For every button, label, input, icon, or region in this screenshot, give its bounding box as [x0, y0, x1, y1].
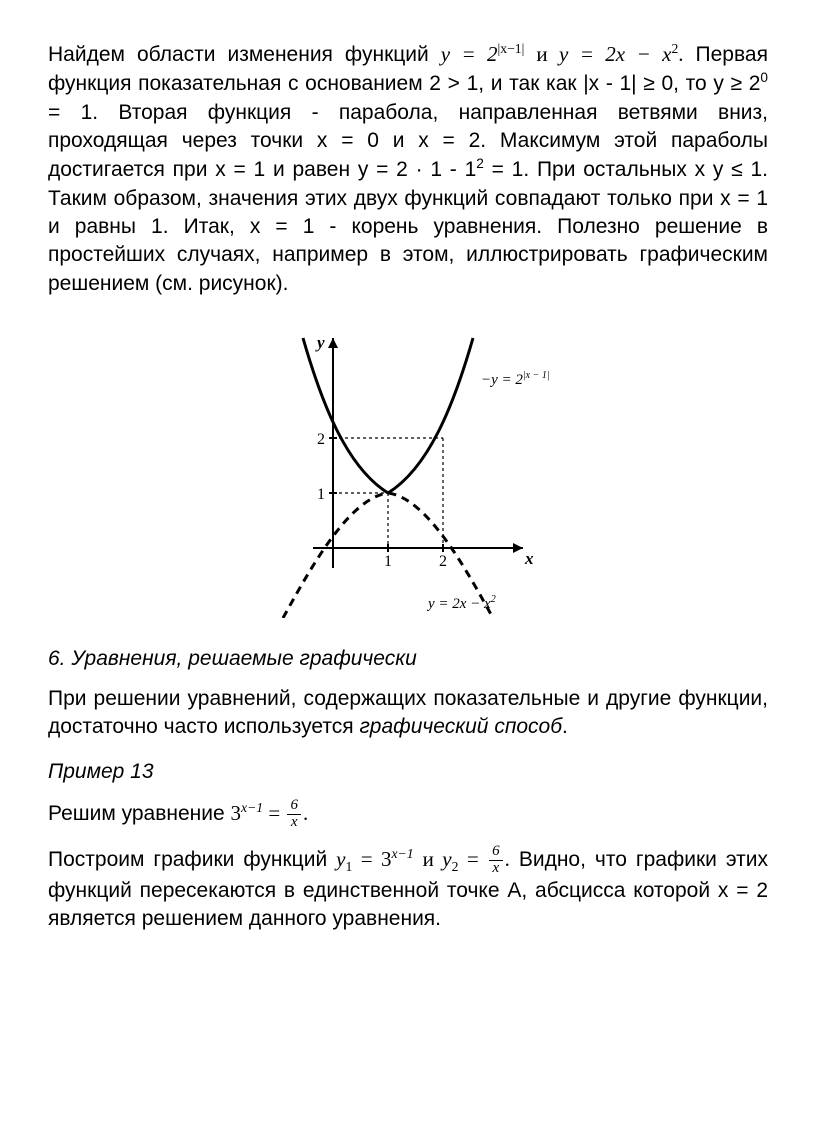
p4-frac-num: 6 — [489, 844, 503, 861]
paragraph-4: Построим графики функций y1 = 3x−1 и y2 … — [48, 844, 768, 933]
heading-6: 6. Уравнения, решаемые графически — [48, 647, 768, 671]
p4-y2: y — [442, 847, 451, 871]
paragraph-1: Найдем области изменения функций y = 2|x… — [48, 40, 768, 298]
p3-frac-den: x — [287, 815, 301, 831]
p4-y1-sup: x−1 — [392, 846, 414, 861]
svg-text:x: x — [524, 549, 534, 568]
p1-eq-y1-exp: |x−1| — [498, 41, 525, 56]
p3-frac-num: 6 — [287, 798, 301, 815]
p3-eq: = — [263, 801, 285, 825]
p4-y1-eq: = 3 — [352, 847, 391, 871]
p3-eq-lhs-sup: x−1 — [241, 800, 263, 815]
p1-eq-y1: y = 2 — [441, 42, 498, 66]
svg-text:2: 2 — [317, 431, 325, 448]
p3-frac: 6x — [287, 798, 301, 831]
p1-eq-dot: . — [678, 42, 683, 66]
p2-t3: . — [562, 715, 568, 738]
p4-y1: y — [336, 847, 345, 871]
svg-text:1: 1 — [384, 553, 392, 570]
svg-text:−y = 2|x − 1|: −y = 2|x − 1| — [481, 370, 550, 388]
p1-t1: Найдем области изменения функций — [48, 43, 441, 66]
svg-text:y = 2x − x2: y = 2x − x2 — [426, 594, 496, 612]
paragraph-2: При решении уравнений, содержащих показа… — [48, 685, 768, 742]
p1-eq-y2: y = 2x − x — [559, 42, 671, 66]
svg-text:y: y — [315, 333, 325, 352]
p1-eq-and: и — [536, 42, 559, 66]
p1-t2-sup: 0 — [760, 70, 768, 85]
p4-t1: Построим графики функций — [48, 848, 336, 871]
p4-y2-eq: = — [458, 847, 487, 871]
figure-graph: y x 1 2 1 2 −y = 2|x − 1| y = 2x − x2 — [48, 318, 768, 623]
p3-t1: Решим уравнение — [48, 802, 231, 825]
svg-text:1: 1 — [317, 486, 325, 503]
paragraph-3: Решим уравнение 3x−1 = 6x. — [48, 798, 768, 831]
p3-eq-lhs: 3 — [231, 801, 242, 825]
p4-and: и — [423, 847, 443, 871]
p4-dot: . — [505, 847, 510, 871]
p3-dot: . — [303, 801, 308, 825]
p4-frac: 6x — [489, 844, 503, 877]
svg-text:2: 2 — [439, 553, 447, 570]
graph-svg: y x 1 2 1 2 −y = 2|x − 1| y = 2x − x2 — [253, 318, 563, 618]
p1-t3-sup: 2 — [476, 156, 484, 171]
example-13-heading: Пример 13 — [48, 760, 768, 784]
p4-frac-den: x — [489, 861, 503, 877]
p2-t2: графический способ — [359, 715, 562, 738]
